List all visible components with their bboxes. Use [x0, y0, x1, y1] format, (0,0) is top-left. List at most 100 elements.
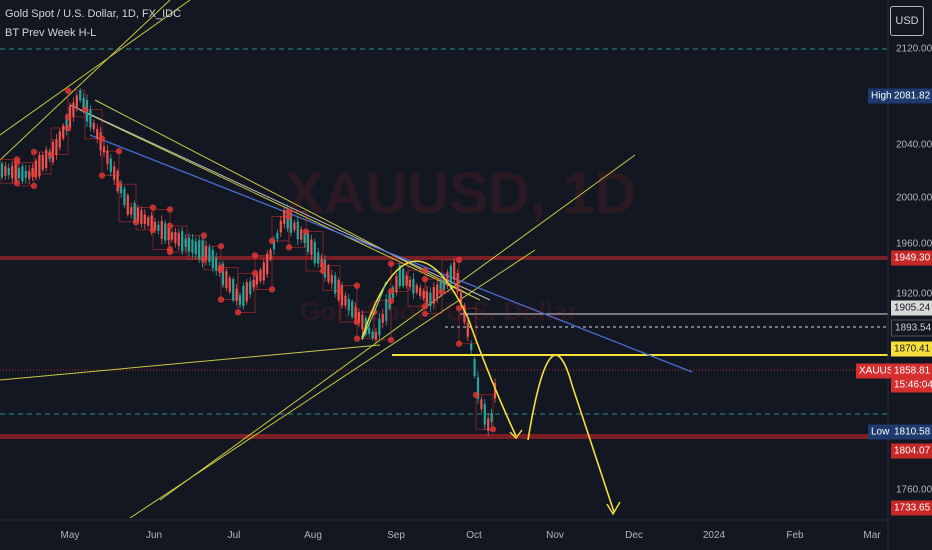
candle-body — [351, 301, 354, 318]
time-label: Nov — [546, 530, 564, 541]
week-range-box — [322, 265, 341, 291]
indicator-label[interactable]: BT Prev Week H-L — [5, 27, 97, 39]
candle-body — [11, 165, 14, 179]
time-label: Dec — [625, 530, 643, 541]
candle-body — [116, 170, 119, 192]
green-arc-segment — [361, 281, 387, 341]
pivot-marker — [115, 180, 123, 188]
pivot-marker — [353, 282, 361, 289]
candle-body — [72, 102, 75, 117]
candle-body — [470, 344, 473, 351]
candle-body — [446, 272, 449, 287]
week-range-box — [118, 183, 137, 223]
candle-body — [466, 322, 469, 337]
pivot-marker — [489, 425, 497, 433]
projection-arc-1 — [361, 260, 517, 437]
candle-body — [378, 318, 381, 336]
candle-body — [28, 170, 31, 179]
candle-body — [191, 239, 194, 253]
pivot-marker — [98, 172, 106, 179]
time-label: Feb — [786, 530, 804, 541]
symbol-title[interactable]: Gold Spot / U.S. Dollar, 1D, FX_IDC — [5, 8, 182, 20]
candle-body — [221, 263, 225, 286]
candle-body — [123, 188, 126, 206]
pivot-marker — [64, 113, 72, 121]
candle-body — [283, 210, 286, 225]
candle-body — [306, 233, 310, 252]
candle-body — [177, 232, 180, 246]
time-label: 2024 — [702, 530, 726, 541]
desc-trendline-yellow-2 — [94, 99, 471, 296]
candle-body — [170, 232, 174, 240]
candle-body — [442, 276, 446, 290]
pivot-marker — [455, 305, 463, 312]
pivot-marker — [115, 147, 123, 155]
countdown-label: 15:46:04 — [891, 377, 932, 393]
week-range-box — [373, 300, 392, 341]
candle-body — [174, 232, 177, 244]
candle-body — [242, 285, 245, 307]
candle-body — [160, 220, 163, 239]
candle-body — [245, 282, 248, 302]
pivot-marker — [166, 222, 174, 230]
candle-body — [272, 241, 276, 250]
candle-body — [157, 224, 160, 231]
candle-body — [92, 122, 95, 130]
pivot-marker — [387, 336, 395, 344]
channel-line-bottom-2 — [159, 154, 636, 501]
candle-body — [334, 275, 337, 294]
pivot-marker — [387, 288, 395, 295]
low-tag: Low — [868, 424, 893, 440]
candle-body — [4, 165, 7, 176]
time-label: Oct — [466, 530, 482, 541]
candle-body — [225, 271, 228, 289]
candle-body — [344, 295, 347, 306]
candle-body — [153, 221, 157, 230]
candle-body — [381, 314, 384, 323]
candle-body — [395, 276, 398, 293]
candle-body — [150, 215, 153, 232]
candle-body — [289, 211, 293, 233]
candle-body — [41, 154, 44, 170]
candle-body — [82, 97, 85, 109]
week-range-box — [50, 127, 69, 155]
desc-trendline-yellow — [79, 109, 481, 301]
candle-body — [208, 247, 211, 263]
week-range-box — [237, 272, 256, 313]
candle-body — [130, 207, 133, 215]
candle-body — [147, 217, 150, 226]
candle-body — [96, 128, 99, 139]
pivot-marker — [421, 310, 429, 317]
candle-body — [453, 262, 456, 280]
time-label: Sep — [387, 530, 405, 541]
pivot-marker — [64, 87, 72, 94]
pivot-marker — [132, 218, 140, 226]
pivot-marker — [251, 252, 259, 259]
candle-body — [140, 210, 143, 225]
candle-body — [327, 266, 330, 282]
candle-body — [133, 203, 136, 223]
candle-body — [432, 287, 435, 304]
candle-body — [136, 208, 140, 222]
pivot-marker — [217, 242, 225, 250]
week-range-box — [33, 151, 52, 175]
pivot-marker — [455, 256, 463, 264]
candle-body — [317, 252, 320, 264]
pivot-marker — [421, 267, 429, 274]
currency-button[interactable]: USD — [890, 6, 924, 36]
prev-week-high-zone — [0, 256, 888, 260]
pivot-marker — [387, 297, 395, 305]
candle-body — [143, 214, 146, 225]
candle-body — [480, 399, 483, 410]
candle-body — [62, 125, 65, 139]
candle-body — [259, 269, 262, 282]
candle-body — [483, 404, 486, 425]
candle-body — [102, 146, 106, 153]
candle-body — [419, 287, 422, 296]
pivot-marker — [64, 124, 72, 132]
candle-body — [408, 279, 412, 287]
candle-body — [429, 292, 432, 307]
candle-body — [293, 222, 296, 230]
projection-arrow-2 — [606, 501, 621, 516]
